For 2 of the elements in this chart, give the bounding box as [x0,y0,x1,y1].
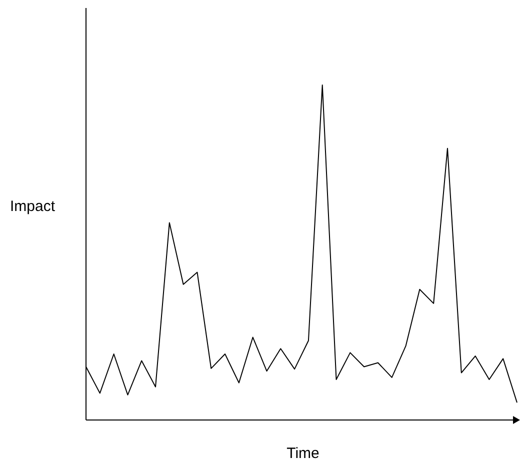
x-axis-title: Time [286,445,320,462]
y-axis-title: Impact [10,198,56,215]
